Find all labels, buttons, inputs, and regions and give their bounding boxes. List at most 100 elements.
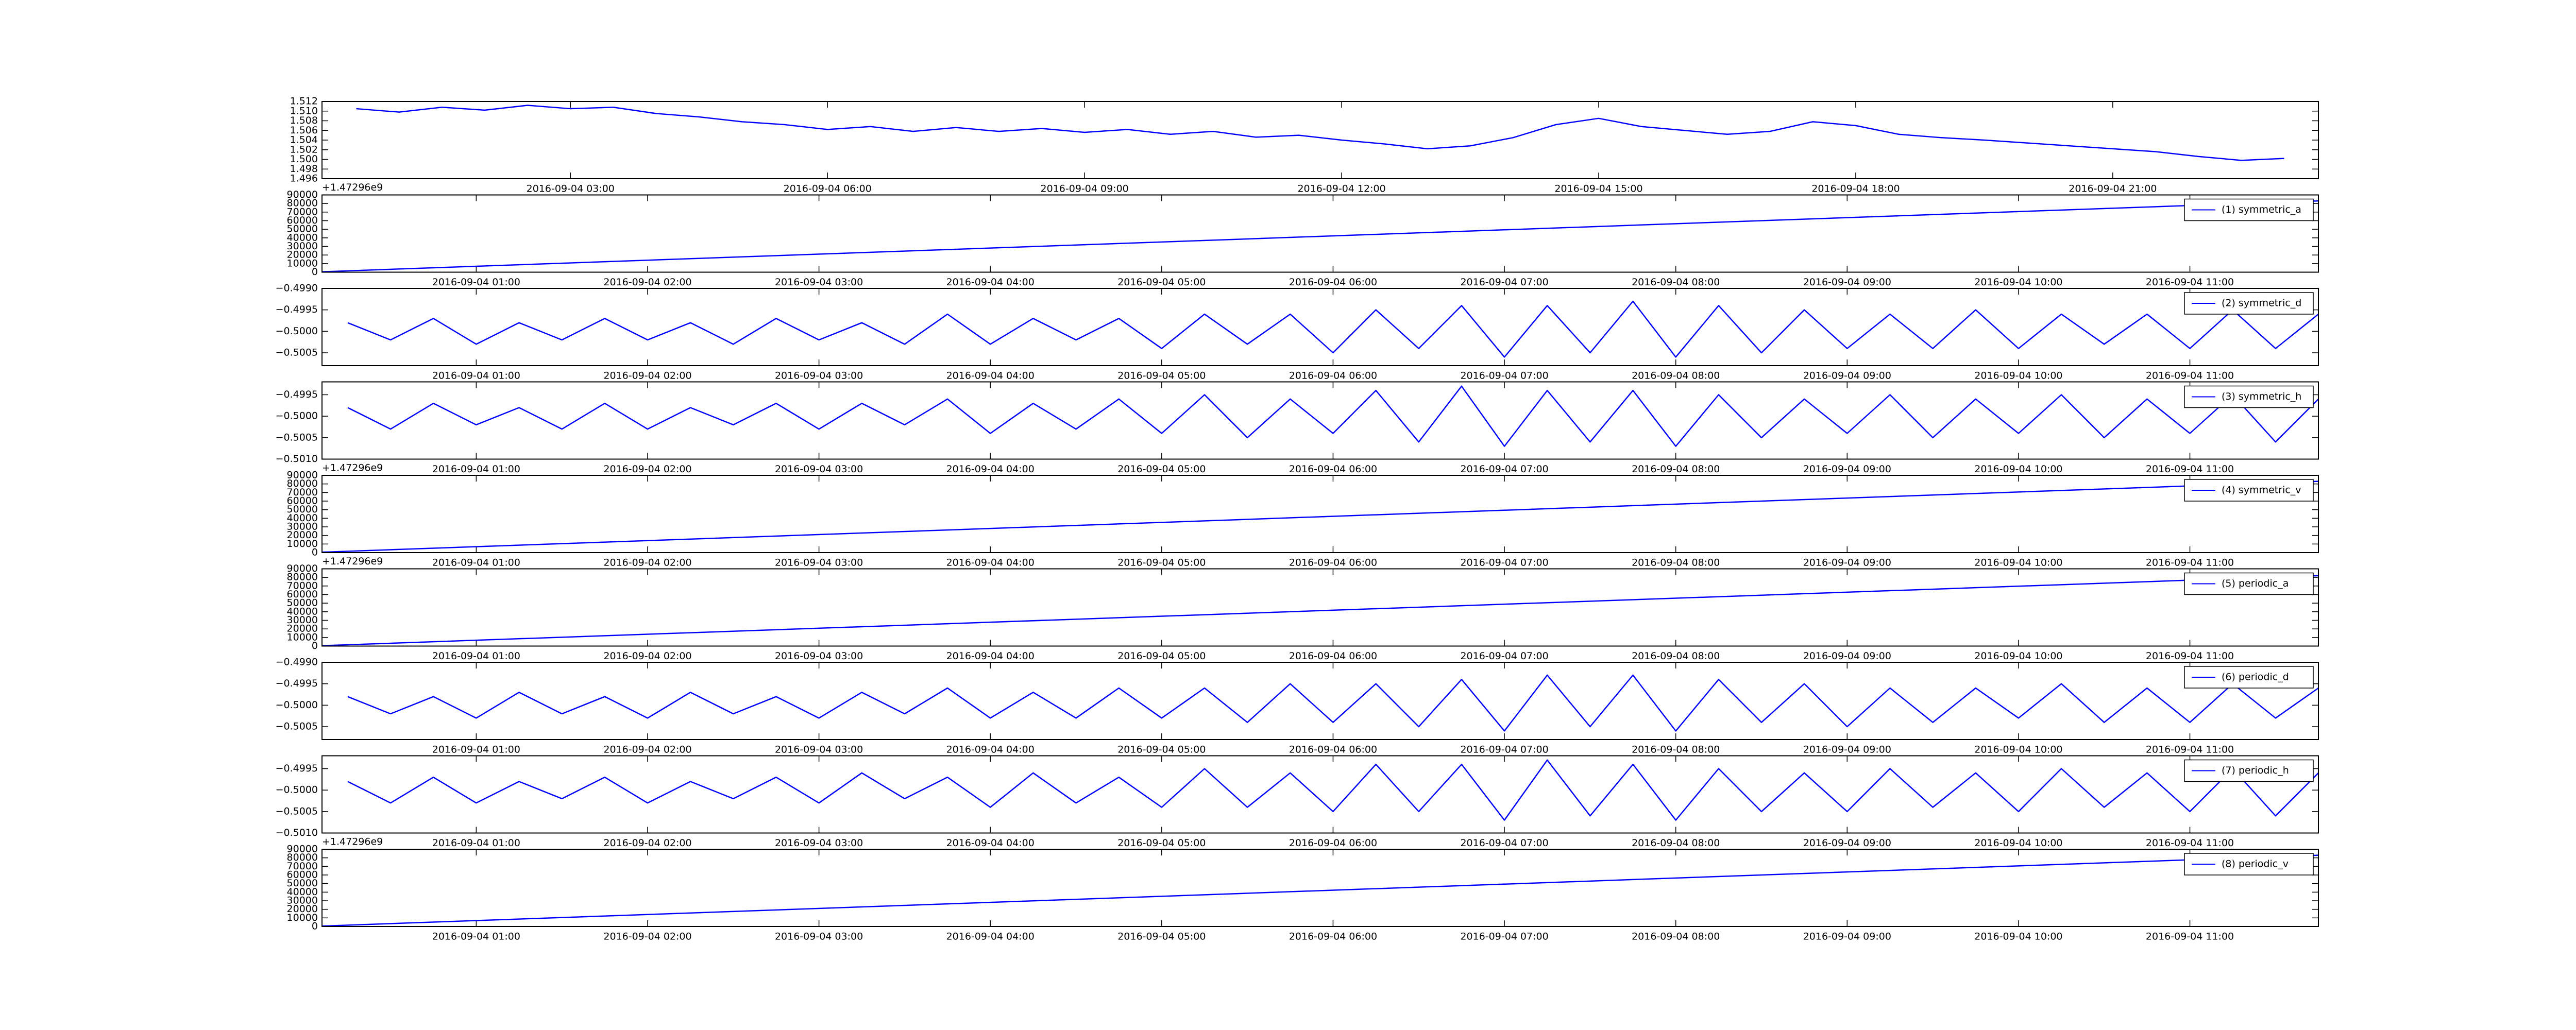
x-tick-label: 2016-09-04 01:00 bbox=[432, 464, 520, 475]
axes-frame bbox=[321, 101, 2319, 179]
x-tick-label: 2016-09-04 10:00 bbox=[1974, 931, 2062, 942]
x-tick-label: 2016-09-04 04:00 bbox=[946, 464, 1035, 475]
y-tick-label: 80000 bbox=[287, 198, 318, 209]
x-tick-label: 2016-09-04 08:00 bbox=[1632, 837, 1720, 849]
x-tick-label: 2016-09-04 02:00 bbox=[603, 837, 691, 849]
axes-frame bbox=[321, 381, 2319, 460]
offset-text: +1.47296e9 bbox=[322, 182, 383, 193]
y-tick-label: 70000 bbox=[287, 206, 318, 217]
subplot: 0100002000030000400005000060000700008000… bbox=[287, 462, 2319, 569]
y-tick-label: 80000 bbox=[287, 852, 318, 863]
series-line bbox=[356, 105, 2284, 161]
x-tick-label: 2016-09-04 01:00 bbox=[432, 931, 520, 942]
x-tick-label: 2016-09-04 12:00 bbox=[1297, 183, 1385, 195]
x-tick-label: 2016-09-04 09:00 bbox=[1803, 277, 1891, 288]
y-tick-label: −0.5000 bbox=[276, 784, 318, 796]
y-tick-label: 0 bbox=[312, 640, 318, 651]
x-tick-label: 2016-09-04 03:00 bbox=[775, 744, 863, 756]
x-tick-label: 2016-09-04 06:00 bbox=[1289, 837, 1377, 849]
y-tick-label: −0.5005 bbox=[276, 432, 318, 443]
y-tick-label: 70000 bbox=[287, 487, 318, 498]
y-tick-label: 1.498 bbox=[290, 163, 318, 175]
y-tick-label: −0.4995 bbox=[276, 763, 318, 774]
y-tick-label: 60000 bbox=[287, 495, 318, 507]
y-tick-label: 10000 bbox=[287, 631, 318, 643]
y-tick-label: 20000 bbox=[287, 903, 318, 915]
x-tick-label: 2016-09-04 08:00 bbox=[1632, 277, 1720, 288]
series-line bbox=[347, 674, 2318, 732]
y-tick-label: −0.4995 bbox=[276, 304, 318, 315]
legend-label: (4) symmetric_v bbox=[2222, 485, 2301, 496]
axes-frame bbox=[321, 288, 2319, 366]
y-tick-label: −0.4990 bbox=[276, 657, 318, 668]
x-tick-label: 2016-09-04 01:00 bbox=[432, 650, 520, 662]
x-tick-label: 2016-09-04 06:00 bbox=[784, 183, 872, 195]
y-tick-label: 30000 bbox=[287, 895, 318, 906]
offset-text: +1.47296e9 bbox=[322, 462, 383, 474]
y-tick-label: −0.5010 bbox=[276, 827, 318, 838]
y-tick-label: 60000 bbox=[287, 869, 318, 881]
legend-box bbox=[2184, 853, 2314, 876]
axes-frame bbox=[321, 849, 2319, 927]
y-tick-label: 60000 bbox=[287, 589, 318, 600]
y-tick-label: 50000 bbox=[287, 597, 318, 609]
y-tick-label: 50000 bbox=[287, 224, 318, 235]
legend-label: (5) periodic_a bbox=[2222, 578, 2289, 589]
y-tick-label: −0.5005 bbox=[276, 721, 318, 732]
x-tick-label: 2016-09-04 10:00 bbox=[1974, 557, 2062, 569]
y-tick-label: 90000 bbox=[287, 563, 318, 574]
x-tick-label: 2016-09-04 11:00 bbox=[2146, 650, 2234, 662]
y-tick-label: 30000 bbox=[287, 241, 318, 252]
x-tick-label: 2016-09-04 06:00 bbox=[1289, 931, 1377, 942]
x-tick-label: 2016-09-04 03:00 bbox=[527, 183, 615, 195]
x-tick-label: 2016-09-04 09:00 bbox=[1803, 464, 1891, 475]
x-tick-label: 2016-09-04 07:00 bbox=[1460, 744, 1548, 756]
y-tick-label: 0 bbox=[312, 547, 318, 558]
legend-label: (8) periodic_v bbox=[2222, 859, 2289, 870]
y-tick-label: 20000 bbox=[287, 529, 318, 541]
x-tick-label: 2016-09-04 05:00 bbox=[1117, 931, 1206, 942]
x-tick-label: 2016-09-04 07:00 bbox=[1460, 837, 1548, 849]
x-tick-label: 2016-09-04 05:00 bbox=[1117, 557, 1206, 569]
x-tick-label: 2016-09-04 03:00 bbox=[775, 650, 863, 662]
y-tick-label: 0 bbox=[312, 266, 318, 278]
x-tick-label: 2016-09-04 07:00 bbox=[1460, 650, 1548, 662]
legend-label: (1) symmetric_a bbox=[2222, 204, 2301, 215]
legend-label: (6) periodic_d bbox=[2222, 672, 2289, 683]
x-tick-label: 2016-09-04 02:00 bbox=[603, 650, 691, 662]
x-tick-label: 2016-09-04 04:00 bbox=[946, 557, 1035, 569]
x-tick-label: 2016-09-04 03:00 bbox=[775, 464, 863, 475]
series-line bbox=[322, 200, 2318, 272]
y-tick-label: 40000 bbox=[287, 232, 318, 243]
offset-text: +1.47296e9 bbox=[322, 556, 383, 567]
x-tick-label: 2016-09-04 01:00 bbox=[432, 277, 520, 288]
x-tick-label: 2016-09-04 09:00 bbox=[1803, 370, 1891, 382]
x-tick-label: 2016-09-04 09:00 bbox=[1041, 183, 1129, 195]
x-tick-label: 2016-09-04 08:00 bbox=[1632, 464, 1720, 475]
series-line bbox=[322, 575, 2318, 646]
series-line bbox=[322, 854, 2318, 926]
x-tick-label: 2016-09-04 02:00 bbox=[603, 557, 691, 569]
x-tick-label: 2016-09-04 02:00 bbox=[603, 931, 691, 942]
x-tick-label: 2016-09-04 05:00 bbox=[1117, 277, 1206, 288]
y-tick-label: 70000 bbox=[287, 580, 318, 591]
subplot: −0.4995 −0.5000 −0.5005 −0.5010 2016-09-04 0… bbox=[276, 755, 2319, 849]
x-tick-label: 2016-09-04 15:00 bbox=[1554, 183, 1642, 195]
x-tick-label: 2016-09-04 18:00 bbox=[1811, 183, 1900, 195]
x-tick-label: 2016-09-04 06:00 bbox=[1289, 557, 1377, 569]
x-tick-label: 2016-09-04 04:00 bbox=[946, 931, 1035, 942]
y-tick-label: −0.5000 bbox=[276, 325, 318, 337]
y-tick-label: 40000 bbox=[287, 886, 318, 898]
x-tick-label: 2016-09-04 05:00 bbox=[1117, 464, 1206, 475]
y-tick-label: 30000 bbox=[287, 614, 318, 626]
y-tick-label: −0.5005 bbox=[276, 805, 318, 817]
x-tick-label: 2016-09-04 06:00 bbox=[1289, 277, 1377, 288]
y-tick-label: 10000 bbox=[287, 538, 318, 550]
x-tick-label: 2016-09-04 06:00 bbox=[1289, 650, 1377, 662]
x-tick-label: 2016-09-04 07:00 bbox=[1460, 464, 1548, 475]
series-line bbox=[322, 480, 2318, 553]
x-tick-label: 2016-09-04 10:00 bbox=[1974, 744, 2062, 756]
x-tick-label: 2016-09-04 05:00 bbox=[1117, 744, 1206, 756]
subplot: −0.4990 −0.4995 −0.5000 −0.5005 2016-09-04 0… bbox=[276, 283, 2319, 382]
